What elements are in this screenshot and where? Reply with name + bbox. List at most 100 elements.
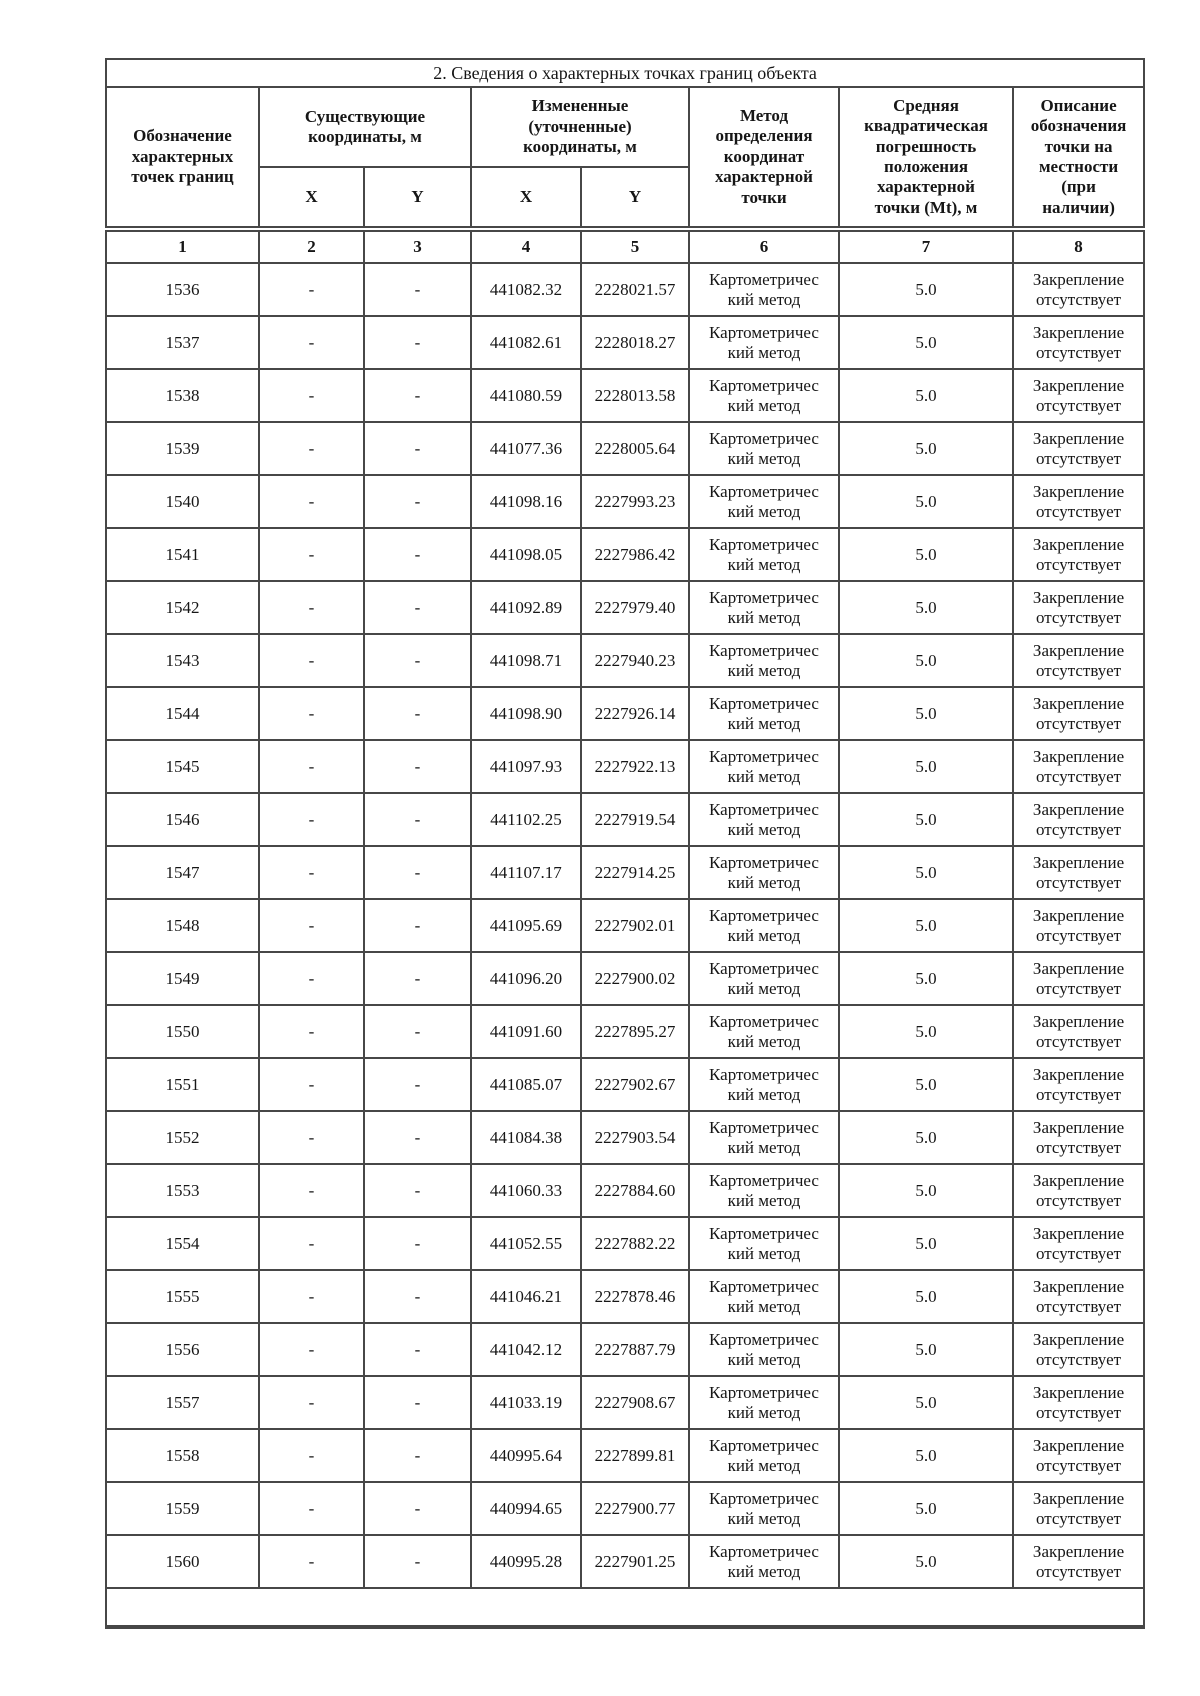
mse-cell: 5.0 [838,1004,1014,1059]
y-existing-cell: - [363,580,472,635]
y-changed-cell: 2227878.46 [580,1269,690,1324]
y-existing-cell: - [363,1110,472,1165]
mse-cell: 5.0 [838,1057,1014,1112]
y-changed-cell: 2227919.54 [580,792,690,847]
method-cell: Картометричес кий метод [688,1481,840,1536]
x-existing-cell: - [258,315,365,370]
method-cell: Картометричес кий метод [688,1428,840,1483]
table-row: 1541- -441098.05 2227986.42 Картометричес к… [105,527,1146,582]
y-existing-cell: - [363,1269,472,1324]
y-existing-cell: - [363,686,472,741]
x-existing-cell: - [258,368,365,423]
x-changed-cell: 441082.32 [470,262,582,317]
mse-cell: 5.0 [838,315,1014,370]
x-existing-cell: - [258,1269,365,1324]
point-id-cell: 1555 [105,1269,260,1324]
x-changed-cell: 441091.60 [470,1004,582,1059]
x-changed-cell: 441107.17 [470,845,582,900]
x-existing-cell: - [258,1375,365,1430]
description-cell: Закрепление отсутствует [1011,1375,1146,1430]
method-cell: Картометричес кий метод [688,1163,840,1218]
method-cell: Картометричес кий метод [688,898,840,953]
point-id-cell: 1552 [105,1110,260,1165]
y-existing-cell: - [363,845,472,900]
header-description: Описание обозначения точки на местности … [1011,86,1146,230]
method-cell: Картометричес кий метод [688,686,840,741]
table-row: 1536- -441082.32 2228021.57 Картометричес к… [105,262,1146,317]
y-existing-cell: - [363,262,472,317]
x-existing-cell: - [258,527,365,582]
description-cell: Закрепление отсутствует [1011,368,1146,423]
y-existing-cell: - [363,1534,472,1589]
description-cell: Закрепление отсутствует [1011,633,1146,688]
method-cell: Картометричес кий метод [688,368,840,423]
method-cell: Картометричес кий метод [688,315,840,370]
point-id-cell: 1551 [105,1057,260,1112]
x-changed-cell: 441077.36 [470,421,582,476]
x-changed-cell: 441052.55 [470,1216,582,1271]
header-group-row: Обозначение характерных точек границ Сущ… [105,86,1146,230]
x-changed-cell: 441033.19 [470,1375,582,1430]
method-cell: Картометричес кий метод [688,1322,840,1377]
point-id-cell: 1542 [105,580,260,635]
mse-cell: 5.0 [838,368,1014,423]
point-id-cell: 1546 [105,792,260,847]
section-title: 2. Сведения о характерных точках границ … [104,58,1146,88]
table-row: 1546- -441102.25 2227919.54 Картометричес к… [105,792,1146,847]
table-row: 1557- -441033.19 2227908.67 Картометричес к… [105,1375,1146,1430]
y-changed-cell: 2228005.64 [580,421,690,476]
data-rows: 1536- -441082.32 2228021.57 Картометричес к… [105,262,1146,1589]
mse-cell: 5.0 [838,527,1014,582]
mse-cell: 5.0 [838,1110,1014,1165]
x-existing-cell: - [258,1057,365,1112]
header-y-changed: Y [580,166,690,230]
y-existing-cell: - [363,633,472,688]
header-mse: Средняя квадратическая погрешность полож… [838,86,1014,230]
y-changed-cell: 2227884.60 [580,1163,690,1218]
method-cell: Картометричес кий метод [688,1269,840,1324]
column-number: 5 [580,226,690,264]
x-changed-cell: 441102.25 [470,792,582,847]
y-changed-cell: 2227908.67 [580,1375,690,1430]
description-cell: Закрепление отсутствует [1011,580,1146,635]
description-cell: Закрепление отсутствует [1011,845,1146,900]
x-changed-cell: 441084.38 [470,1110,582,1165]
y-existing-cell: - [363,898,472,953]
point-id-cell: 1558 [105,1428,260,1483]
table-row: 1559- -440994.65 2227900.77 Картометричес к… [105,1481,1146,1536]
mse-cell: 5.0 [838,1428,1014,1483]
mse-cell: 5.0 [838,845,1014,900]
x-changed-cell: 441082.61 [470,315,582,370]
column-number: 7 [838,226,1014,264]
point-id-cell: 1550 [105,1004,260,1059]
table-row: 1537- -441082.61 2228018.27 Картометричес к… [105,315,1146,370]
y-existing-cell: - [363,792,472,847]
y-changed-cell: 2227986.42 [580,527,690,582]
y-changed-cell: 2227887.79 [580,1322,690,1377]
y-changed-cell: 2227903.54 [580,1110,690,1165]
description-cell: Закрепление отсутствует [1011,1004,1146,1059]
method-cell: Картометричес кий метод [688,1534,840,1589]
x-existing-cell: - [258,1163,365,1218]
y-existing-cell: - [363,421,472,476]
x-existing-cell: - [258,686,365,741]
description-cell: Закрепление отсутствует [1011,1322,1146,1377]
y-changed-cell: 2227902.01 [580,898,690,953]
table-row: 1543- -441098.71 2227940.23 Картометричес к… [105,633,1146,688]
description-cell: Закрепление отсутствует [1011,898,1146,953]
description-cell: Закрепление отсутствует [1011,262,1146,317]
y-changed-cell: 2227882.22 [580,1216,690,1271]
header-y-existing: Y [363,166,472,230]
method-cell: Картометричес кий метод [688,262,840,317]
point-id-cell: 1553 [105,1163,260,1218]
x-existing-cell: - [258,845,365,900]
description-cell: Закрепление отсутствует [1011,474,1146,529]
x-changed-cell: 441098.05 [470,527,582,582]
method-cell: Картометричес кий метод [688,1057,840,1112]
table-row: 1560- -440995.28 2227901.25 Картометричес к… [105,1534,1146,1589]
x-changed-cell: 441060.33 [470,1163,582,1218]
y-changed-cell: 2227922.13 [580,739,690,794]
x-existing-cell: - [258,262,365,317]
table-row: 1553- -441060.33 2227884.60 Картометричес к… [105,1163,1146,1218]
empty-bottom-row [104,1587,1146,1628]
